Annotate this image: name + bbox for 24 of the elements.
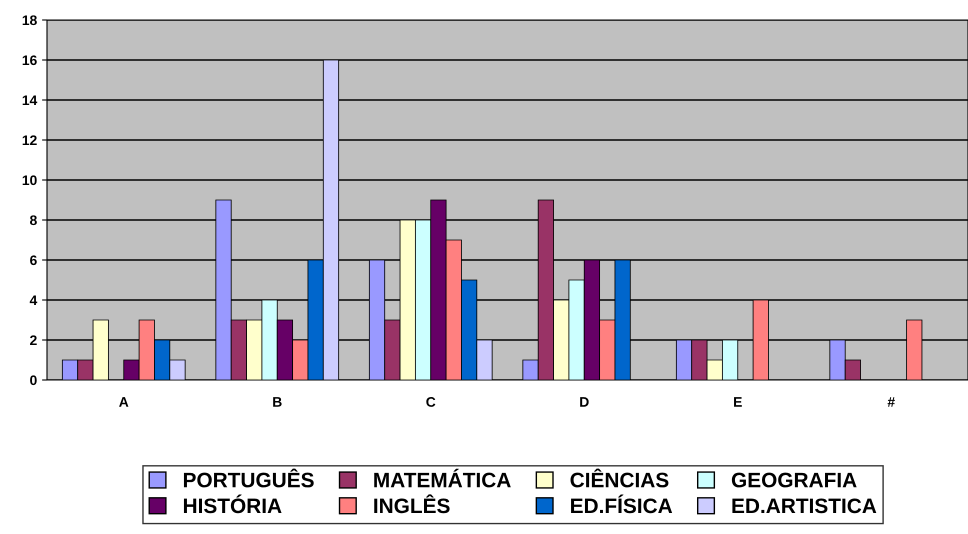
legend-label: INGLÊS — [374, 494, 450, 514]
x-tick-label: D — [580, 397, 589, 407]
legend-label: ED.ARTISTICA — [732, 498, 876, 514]
y-tick-label: 10 — [22, 175, 37, 186]
x-tick-label: A — [119, 397, 128, 407]
y-tick-label: 14 — [22, 95, 38, 106]
y-tick-label: 4 — [30, 295, 38, 306]
legend-label: HISTÓRIA — [184, 494, 282, 514]
y-tick-label: 2 — [30, 335, 37, 346]
y-tick-label: 16 — [22, 55, 37, 66]
legend-label: ED.FÍSICA — [571, 494, 672, 514]
legend-label: MATEMÁTICA — [374, 468, 511, 488]
legend-label: CIÊNCIAS — [570, 468, 668, 488]
y-tick-label: 12 — [22, 135, 37, 146]
x-tick-label: E — [734, 397, 742, 407]
legend-label: PORTUGUÊS — [184, 468, 314, 488]
y-tick-label: 8 — [30, 215, 37, 226]
x-tick-label: C — [426, 397, 436, 407]
y-tick-label: 0 — [30, 375, 37, 386]
x-tick-label: # — [888, 397, 895, 407]
y-tick-label: 18 — [22, 15, 37, 26]
legend-label: GEOGRAFIA — [732, 472, 857, 488]
y-tick-label: 6 — [30, 255, 37, 266]
x-tick-label: B — [273, 397, 282, 407]
